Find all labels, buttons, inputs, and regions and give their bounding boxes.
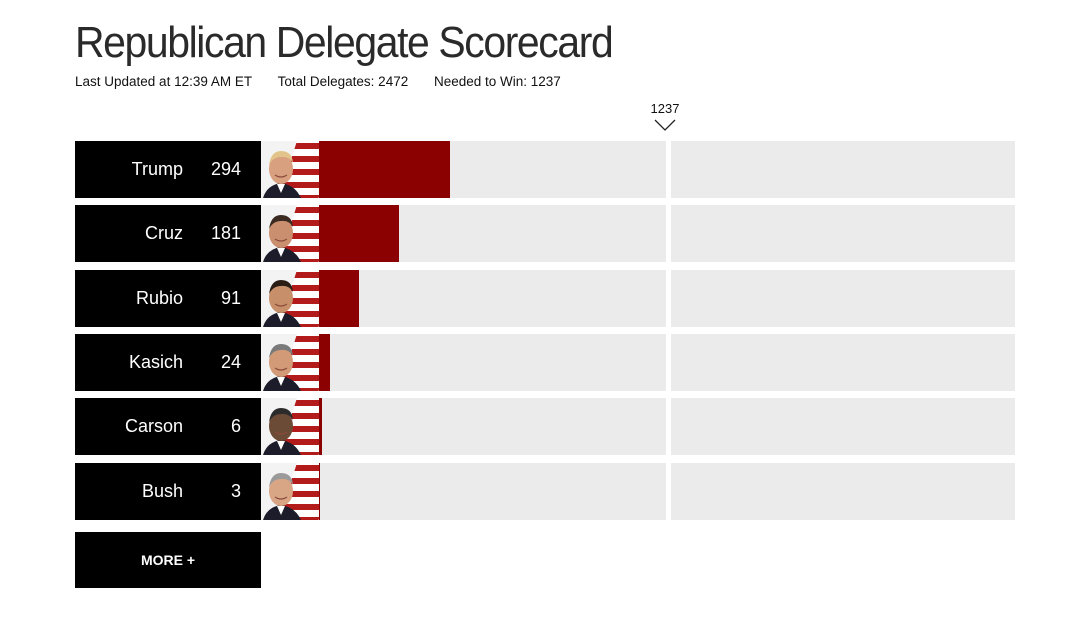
threshold-divider bbox=[666, 205, 671, 263]
bar-track bbox=[261, 141, 1015, 198]
threshold-divider bbox=[666, 141, 671, 198]
candidate-name-box: Rubio 91 bbox=[75, 269, 261, 327]
candidate-name: Bush bbox=[141, 480, 183, 501]
candidate-photo bbox=[261, 462, 319, 520]
last-updated: Last Updated at 12:39 AM ET bbox=[75, 74, 253, 89]
candidate-name-box: Cruz 181 bbox=[75, 205, 261, 263]
candidate-photo bbox=[261, 269, 319, 327]
candidate-row: Cruz 181 bbox=[75, 205, 1015, 263]
candidate-name-box: Bush 3 bbox=[75, 462, 261, 520]
candidate-photo bbox=[261, 333, 319, 391]
bar-track bbox=[261, 269, 1015, 327]
delegate-count: 181 bbox=[210, 223, 241, 244]
threshold-divider bbox=[666, 333, 671, 391]
candidate-photo bbox=[261, 398, 319, 456]
candidate-row: Carson 6 bbox=[75, 398, 1015, 456]
scorecard-meta: Last Updated at 12:39 AM ET Total Delega… bbox=[75, 74, 583, 89]
candidate-name: Trump bbox=[131, 159, 183, 179]
bar-track bbox=[261, 333, 1015, 391]
total-delegates: Total Delegates: 2472 bbox=[277, 74, 409, 89]
candidate-photo bbox=[261, 205, 319, 263]
chevron-down-icon bbox=[654, 119, 676, 131]
candidate-photo bbox=[261, 141, 319, 198]
candidate-name: Rubio bbox=[135, 287, 183, 308]
candidate-row: Rubio 91 bbox=[75, 269, 1015, 327]
delegate-count: 3 bbox=[230, 480, 241, 501]
candidate-name: Kasich bbox=[128, 351, 183, 372]
bar-track bbox=[261, 462, 1015, 520]
page-title: Republican Delegate Scorecard bbox=[75, 18, 614, 67]
threshold-divider bbox=[666, 269, 671, 327]
bar-track bbox=[261, 205, 1015, 263]
threshold-label: 1237 bbox=[650, 101, 680, 116]
candidate-row: Trump 294 bbox=[75, 141, 1015, 198]
needed-to-win: Needed to Win: 1237 bbox=[433, 74, 561, 89]
delegate-count: 6 bbox=[230, 416, 241, 437]
candidate-name: Cruz bbox=[144, 223, 183, 244]
candidate-row: Kasich 24 bbox=[75, 333, 1015, 391]
threshold-divider bbox=[666, 462, 671, 520]
candidate-name-box: Kasich 24 bbox=[75, 333, 261, 391]
delegate-count: 294 bbox=[210, 159, 241, 179]
delegate-count: 24 bbox=[220, 351, 241, 372]
candidate-name-box: Carson 6 bbox=[75, 398, 261, 456]
bar-track bbox=[261, 398, 1015, 456]
candidate-name: Carson bbox=[124, 416, 183, 437]
threshold-marker: 1237 bbox=[645, 101, 685, 131]
candidate-row: Bush 3 bbox=[75, 462, 1015, 520]
threshold-divider bbox=[666, 398, 671, 456]
delegate-count: 91 bbox=[220, 287, 241, 308]
more-button[interactable]: MORE + bbox=[75, 532, 261, 588]
candidate-name-box: Trump 294 bbox=[75, 141, 261, 198]
